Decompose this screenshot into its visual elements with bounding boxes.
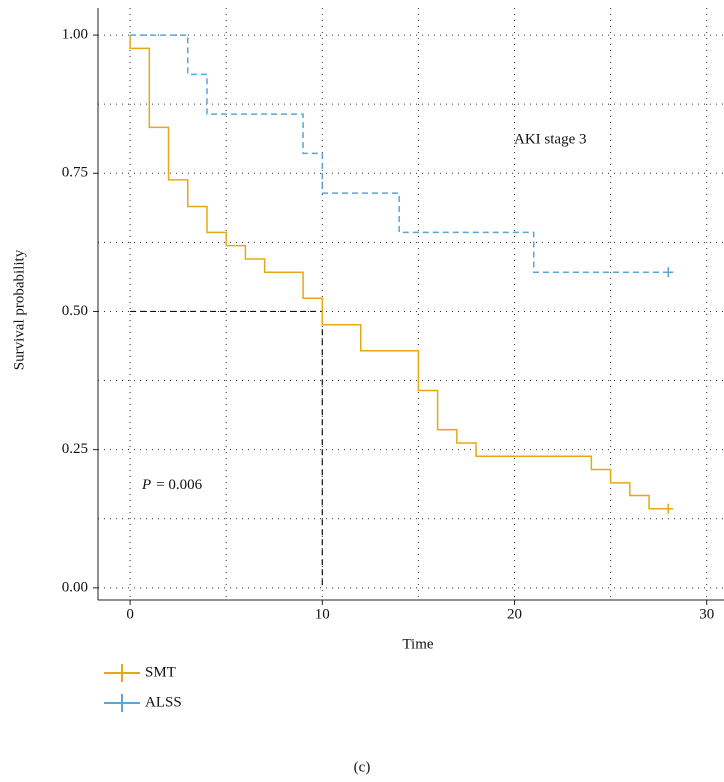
x-tick-label: 0 — [126, 606, 134, 622]
legend-label: SMT — [145, 664, 176, 680]
y-tick-label: 0.00 — [62, 579, 88, 595]
survival-curve — [130, 34, 669, 273]
x-tick-label: 20 — [507, 606, 522, 622]
x-axis-label: Time — [402, 636, 433, 652]
y-tick-label: 0.75 — [62, 165, 88, 181]
p-text: = 0.006 — [156, 477, 202, 493]
p-symbol: P — [141, 477, 151, 493]
survival-curve — [129, 35, 669, 510]
y-tick-label: 0.50 — [62, 303, 88, 319]
caption: (c) — [354, 759, 371, 775]
censor-mark — [663, 503, 674, 514]
annotation: AKI stage 3 — [514, 131, 586, 147]
x-tick-label: 30 — [699, 606, 714, 622]
censor-mark — [663, 267, 674, 278]
legend-label: ALSS — [145, 694, 182, 710]
y-axis-label: Survival probability — [11, 249, 27, 370]
y-tick-label: 0.25 — [62, 441, 88, 457]
legend-key — [104, 664, 140, 682]
p-value: P = 0.006 — [141, 477, 203, 493]
x-tick-label: 10 — [315, 606, 330, 622]
legend-key — [104, 694, 140, 712]
y-tick-label: 1.00 — [62, 27, 88, 43]
